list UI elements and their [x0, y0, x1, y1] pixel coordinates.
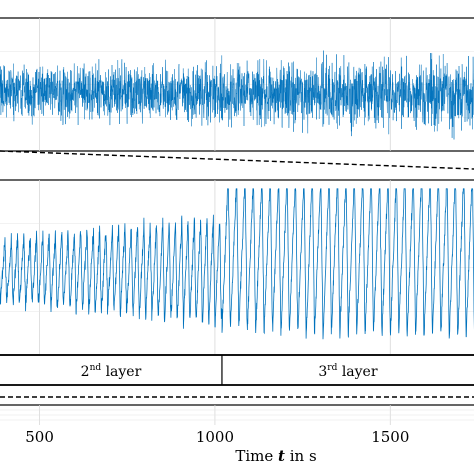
lower-signal-line	[0, 187, 474, 340]
x-tick-label: 1500	[371, 428, 409, 446]
layer-band-frame	[0, 354, 474, 386]
x-tick-label: 500	[25, 428, 54, 446]
layer-label-2nd: 2nd layer	[81, 363, 142, 380]
upper-panel	[0, 17, 474, 152]
x-axis: 500 1000 1500 Time t in s	[0, 404, 474, 465]
upper-dashed-trend-line	[0, 150, 474, 170]
x-tick-label: 1000	[196, 428, 234, 446]
lower-panel	[0, 179, 474, 356]
upper-signal-line	[0, 50, 474, 140]
layer-band: 2nd layer 3rd layer	[0, 354, 474, 386]
x-axis-grid	[0, 405, 474, 425]
x-axis-frame	[0, 404, 474, 406]
x-axis-title: Time t in s	[235, 447, 316, 465]
upper-panel-frame	[0, 17, 474, 152]
layer-label-3rd: 3rd layer	[318, 363, 377, 380]
